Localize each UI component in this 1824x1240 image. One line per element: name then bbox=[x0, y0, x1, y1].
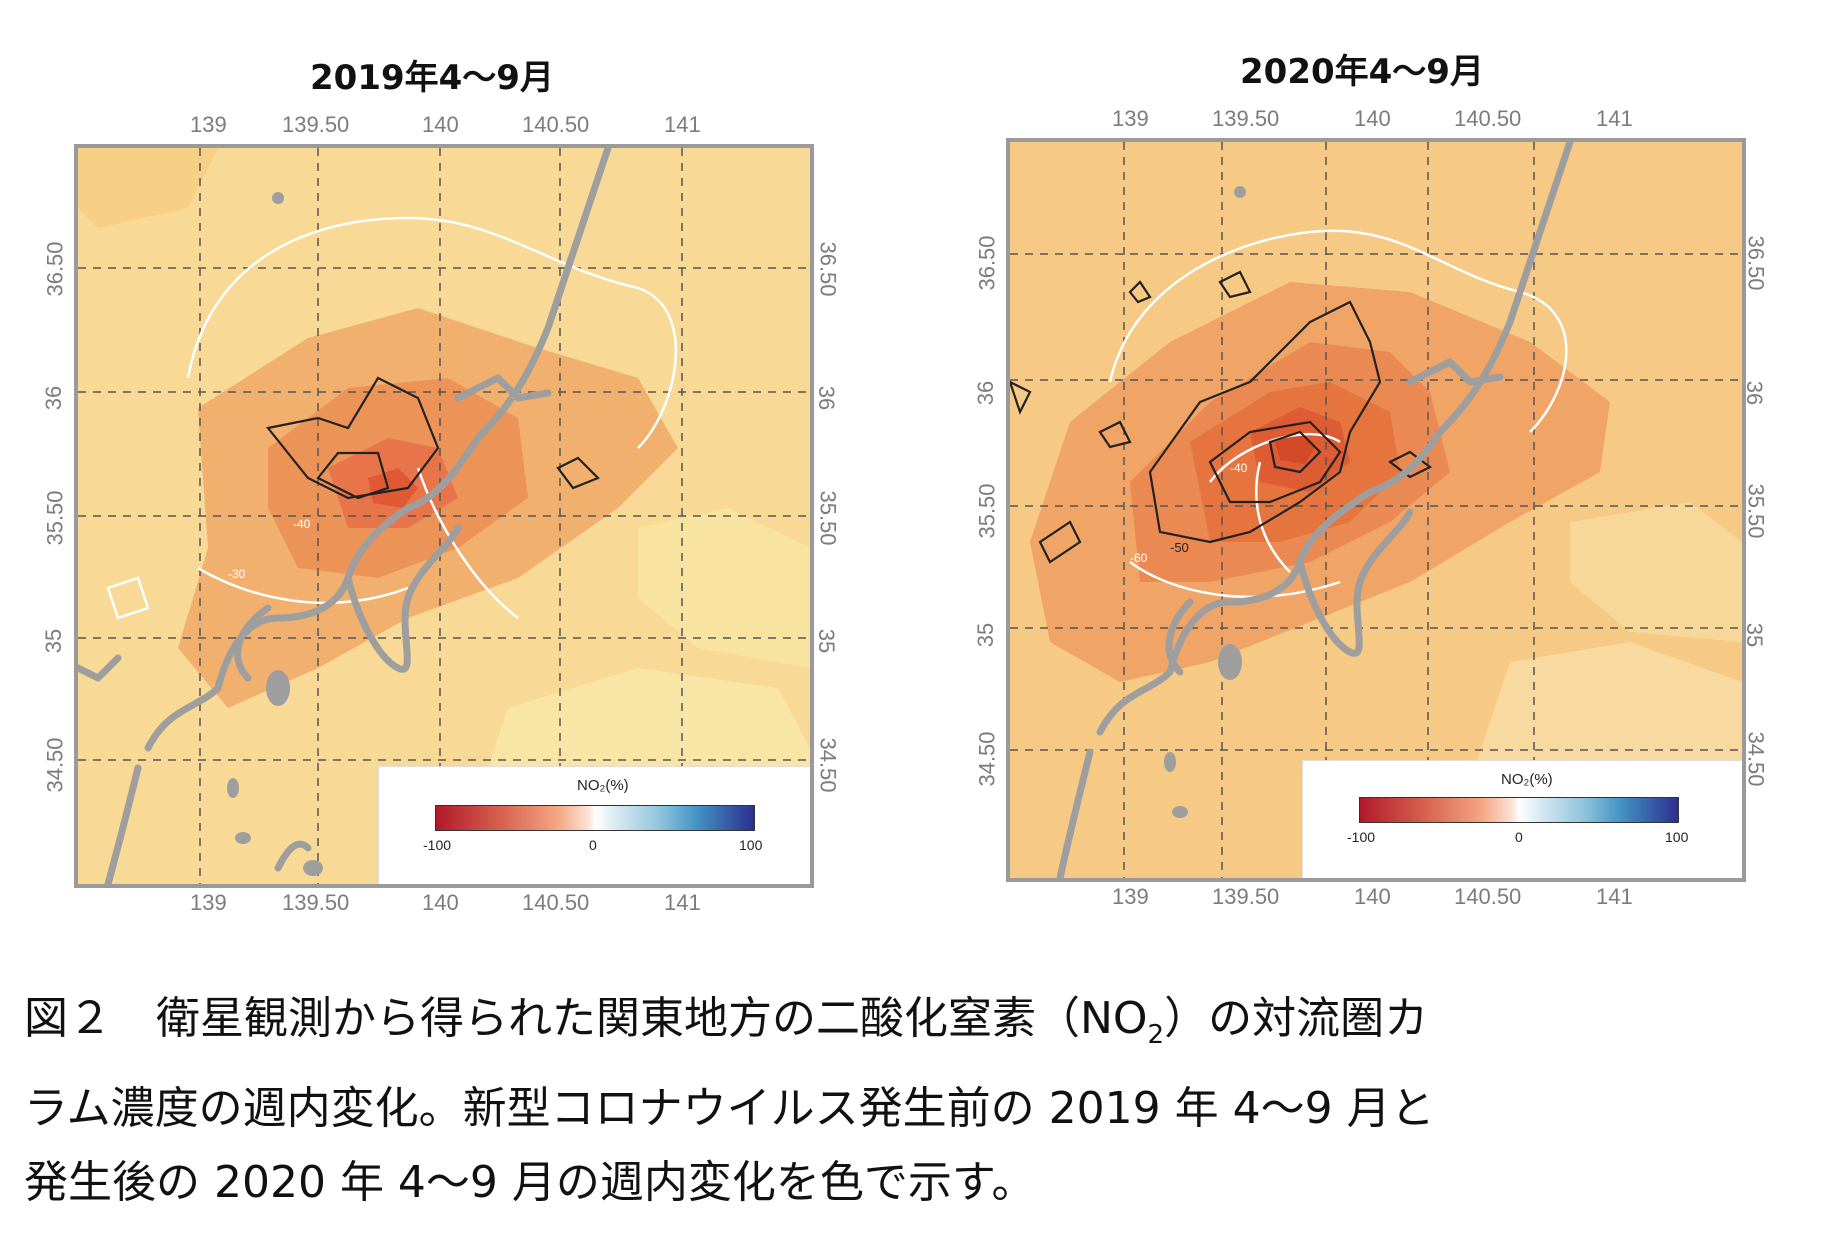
lon-tick-bottom: 140.50 bbox=[522, 890, 590, 915]
caption-line-1: 図２ 衛星観測から得られた関東地方の二酸化窒素（NO2）の対流圏カ bbox=[24, 982, 1804, 1072]
lat-tick-left: 35.50 bbox=[42, 490, 68, 546]
lat-tick-left: 35 bbox=[973, 622, 999, 648]
lon-tick-top: 140.50 bbox=[1454, 106, 1522, 131]
lon-tick-top: 139 bbox=[1112, 106, 1149, 131]
legend-mid: 0 bbox=[589, 837, 597, 853]
legend-min: -100 bbox=[423, 837, 452, 853]
caption-subscript: 2 bbox=[1147, 1019, 1165, 1050]
contour-label: -50 bbox=[1170, 540, 1189, 555]
lon-tick-top: 139.50 bbox=[1212, 106, 1280, 131]
caption-line-3: 発生後の 2020 年 4～9 月の週内変化を色で示す。 bbox=[24, 1156, 1036, 1208]
legend-min: -100 bbox=[1347, 829, 1376, 845]
legend-max: 100 bbox=[739, 837, 763, 853]
lon-tick-top: 139.50 bbox=[282, 112, 350, 137]
legend-mid: 0 bbox=[1515, 829, 1523, 845]
contour-label: -40 bbox=[1230, 461, 1248, 475]
lat-tick-right: 35 bbox=[814, 628, 840, 654]
lat-tick-right: 36.50 bbox=[815, 241, 841, 297]
lat-tick-right: 34.50 bbox=[1743, 731, 1769, 787]
caption-text: ）の対流圏カ bbox=[1164, 993, 1429, 1044]
lat-tick-left: 36.50 bbox=[42, 241, 68, 297]
no2-map-2019: -40 -30 NO₂(%) -100 0 100 bbox=[74, 144, 814, 888]
caption-line-2: ラム濃度の週内変化。新型コロナウイルス発生前の 2019 年 4～9 月と bbox=[24, 1082, 1435, 1134]
lat-tick-left: 36 bbox=[973, 380, 999, 406]
lat-tick-right: 35.50 bbox=[1743, 483, 1769, 539]
lon-tick-bottom: 139.50 bbox=[1212, 884, 1280, 909]
lon-tick-bottom: 140 bbox=[422, 890, 459, 915]
lon-tick-bottom: 141 bbox=[1596, 884, 1633, 909]
contour-label: -60 bbox=[1130, 551, 1148, 565]
lat-tick-left: 34.50 bbox=[974, 731, 1000, 787]
legend-title: NO₂(%) bbox=[577, 777, 629, 794]
legend-max: 100 bbox=[1665, 829, 1689, 845]
lon-tick-top: 141 bbox=[1596, 106, 1633, 131]
panel-title: 2020年4～9月 bbox=[1240, 52, 1484, 92]
contour-label: -40 bbox=[293, 517, 311, 531]
lat-tick-right: 36.50 bbox=[1743, 235, 1769, 291]
contour-label: -30 bbox=[228, 567, 246, 581]
map-graphic: -50 -60 -40 bbox=[1010, 142, 1742, 878]
lat-tick-left: 36.50 bbox=[974, 235, 1000, 291]
lon-tick-bottom: 140 bbox=[1354, 884, 1391, 909]
lon-tick-bottom: 139.50 bbox=[282, 890, 350, 915]
legend-title: NO₂(%) bbox=[1501, 771, 1553, 788]
lat-tick-left: 34.50 bbox=[42, 737, 68, 793]
lon-tick-top: 140 bbox=[1354, 106, 1391, 131]
lat-tick-left: 35.50 bbox=[974, 483, 1000, 539]
lat-tick-right: 35.50 bbox=[815, 490, 841, 546]
lon-tick-top: 140.50 bbox=[522, 112, 590, 137]
figure-caption: 図２ 衛星観測から得られた関東地方の二酸化窒素（NO2）の対流圏カ ラム濃度の週… bbox=[24, 982, 1804, 1220]
lon-tick-bottom: 140.50 bbox=[1454, 884, 1522, 909]
lat-tick-right: 36 bbox=[814, 385, 840, 411]
colorbar bbox=[435, 805, 755, 831]
lat-tick-left: 36 bbox=[41, 385, 67, 411]
lat-tick-right: 34.50 bbox=[815, 737, 841, 793]
lon-tick-top: 141 bbox=[664, 112, 701, 137]
colorbar-legend: NO₂(%) -100 0 100 bbox=[1302, 760, 1742, 878]
caption-text: 図２ 衛星観測から得られた関東地方の二酸化窒素（NO bbox=[24, 993, 1148, 1044]
lon-tick-bottom: 141 bbox=[664, 890, 701, 915]
lat-tick-left: 35 bbox=[41, 628, 67, 654]
no2-map-2020: -50 -60 -40 NO₂(%) -100 0 100 bbox=[1006, 138, 1746, 882]
lon-tick-top: 140 bbox=[422, 112, 459, 137]
lon-tick-bottom: 139 bbox=[1112, 884, 1149, 909]
colorbar bbox=[1359, 797, 1679, 823]
lon-tick-bottom: 139 bbox=[190, 890, 227, 915]
panel-title: 2019年4～9月 bbox=[310, 58, 554, 98]
colorbar-legend: NO₂(%) -100 0 100 bbox=[378, 766, 810, 884]
lon-tick-top: 139 bbox=[190, 112, 227, 137]
map-graphic: -40 -30 bbox=[78, 148, 810, 884]
